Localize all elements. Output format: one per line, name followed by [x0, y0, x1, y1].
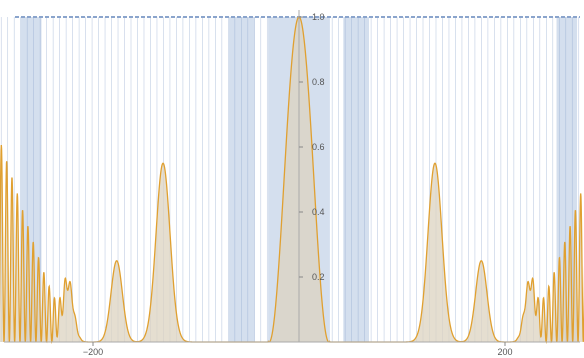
y-tick-label-3: 0.8: [312, 77, 325, 87]
band-0: [228, 17, 255, 342]
y-ticks: 0.2 0.4 0.6 0.8 1.0: [299, 12, 325, 282]
band-4: [556, 17, 578, 342]
band-3: [20, 17, 42, 342]
y-tick-label-0: 0.2: [312, 272, 325, 282]
y-tick-label-1: 0.4: [312, 207, 325, 217]
y-tick-label-2: 0.6: [312, 142, 325, 152]
x-tick-label-1: −200: [83, 347, 103, 357]
band-2: [343, 17, 370, 342]
x-ticks: −400−200200400: [83, 342, 513, 357]
y-tick-label-4: 1.0: [312, 12, 325, 22]
curve-fill: [0, 17, 584, 342]
x-tick-label-2: 200: [497, 347, 512, 357]
